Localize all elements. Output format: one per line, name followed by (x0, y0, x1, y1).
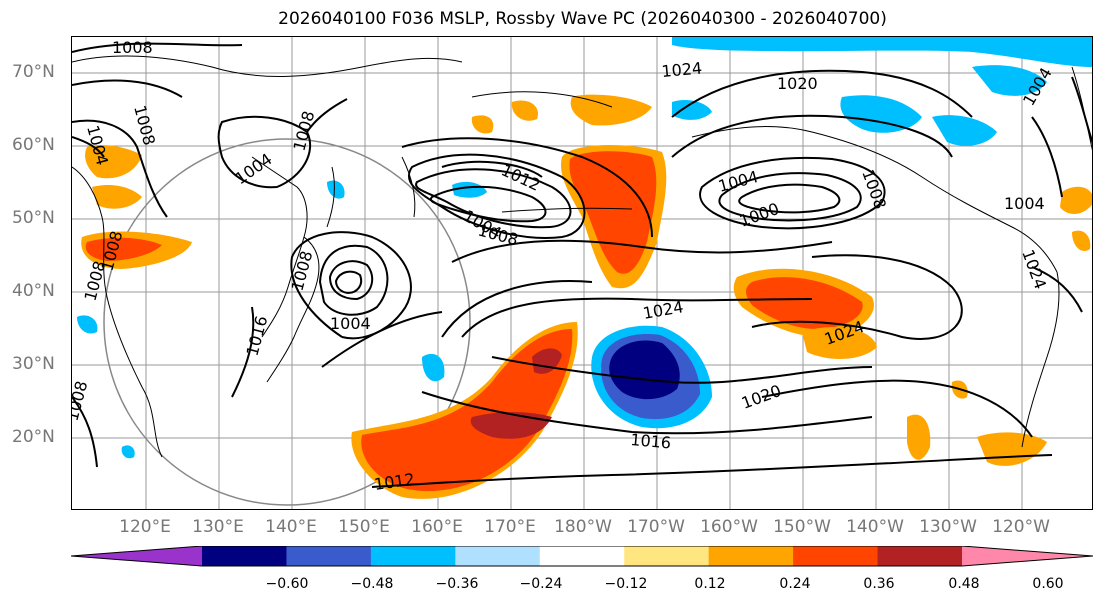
isobar-label: 1008 (858, 167, 890, 212)
lon-label-140w: 140°W (846, 517, 904, 537)
isobar-label: 1004 (231, 149, 275, 188)
lon-label-170w: 170°W (627, 517, 685, 537)
colorbar-extend-right (962, 546, 1093, 566)
colorbar-tick: 0.36 (863, 576, 895, 592)
lon-label-170e: 170°E (484, 517, 536, 537)
colorbar-tick: −0.24 (519, 576, 563, 592)
lat-label-20n: 20°N (12, 427, 55, 447)
isobar-label: 1008 (130, 103, 159, 147)
isobar-label: 1024 (641, 297, 684, 323)
colorbar-swatch (286, 546, 372, 566)
colorbar-swatch (624, 546, 710, 566)
lon-label-120w: 120°W (992, 517, 1050, 537)
coastlines (72, 55, 1092, 458)
lon-label-160w: 160°W (700, 517, 758, 537)
lon-label-150w: 150°W (773, 517, 831, 537)
lon-label-160e: 160°E (411, 517, 463, 537)
isobar-label: 1016 (243, 314, 272, 358)
isobar-label: 1004 (330, 314, 371, 333)
colorbar-tick: −0.60 (265, 576, 309, 592)
map-panel: 1008 1004 1008 1008 1004 1012 1004 1008 … (71, 36, 1093, 510)
lat-label-70n: 70°N (12, 62, 55, 82)
isobar-label: 1020 (777, 74, 818, 93)
lat-label-40n: 40°N (12, 281, 55, 301)
colorbar-swatch (793, 546, 879, 566)
isobar-label: 1008 (72, 379, 91, 423)
colorbar-tick: 0.48 (948, 576, 980, 592)
colorbar-tick: 0.24 (779, 576, 811, 592)
negative-anomalies (77, 37, 1092, 459)
reference-circle (103, 138, 471, 506)
colorbar-tick: −0.48 (350, 576, 394, 592)
lon-label-140e: 140°E (265, 517, 317, 537)
lat-label-50n: 50°N (12, 208, 55, 228)
colorbar-swatch (539, 546, 625, 566)
colorbar-extend-left (71, 546, 202, 566)
colorbar-swatch (202, 546, 287, 566)
colorbar-swatch (708, 546, 794, 566)
colorbar-tick: −0.12 (604, 576, 648, 592)
isobars (72, 42, 1092, 488)
colorbar-tick: −0.36 (435, 576, 479, 592)
lat-label-60n: 60°N (12, 135, 55, 155)
chart-title: 2026040100 F036 MSLP, Rossby Wave PC (20… (278, 9, 887, 29)
isobar-label: 1016 (630, 430, 672, 452)
colorbar-swatch (877, 546, 963, 566)
positive-anomalies (81, 94, 1092, 499)
colorbar-swatch (455, 546, 541, 566)
colorbar-tick: 0.60 (1032, 576, 1064, 592)
colorbar-segments (202, 546, 963, 566)
isobar-label: 1024 (661, 59, 703, 81)
lon-label-130e: 130°E (192, 517, 244, 537)
lon-label-180w: 180°W (554, 517, 612, 537)
colorbar-swatch (370, 546, 456, 566)
colorbar (71, 546, 1093, 567)
map-svg: 1008 1004 1008 1008 1004 1012 1004 1008 … (72, 37, 1092, 509)
isobar-label: 1004 (1004, 194, 1045, 213)
colorbar-tick: 0.12 (694, 576, 726, 592)
lon-label-120e: 120°E (119, 517, 171, 537)
lon-label-150e: 150°E (338, 517, 390, 537)
lon-label-130w: 130°W (919, 517, 977, 537)
isobar-label: 1008 (112, 38, 153, 57)
lat-label-30n: 30°N (12, 354, 55, 374)
isobar-label: 1020 (739, 381, 784, 413)
